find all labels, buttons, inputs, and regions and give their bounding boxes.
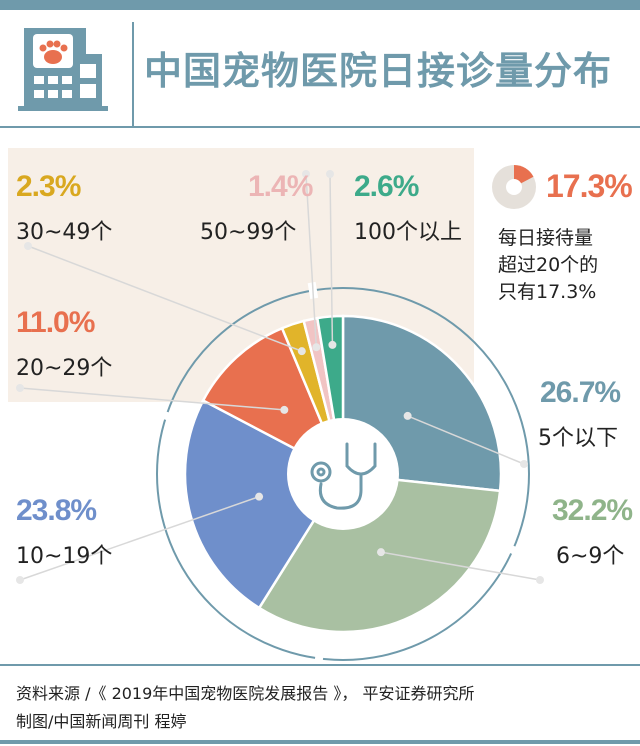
source-text: 资料来源 /《 2019年中国宠物医院发展报告 》， 平安证券研究所 (16, 684, 475, 703)
leader-end-dot (24, 242, 32, 250)
leader-line (19, 495, 260, 581)
footer: 资料来源 /《 2019年中国宠物医院发展报告 》， 平安证券研究所 制图/中国… (16, 680, 474, 736)
leader-end-dot (16, 576, 24, 584)
note-line-2: 超过20个的 (498, 254, 599, 276)
leader-line (380, 551, 541, 581)
pet-hospital-icon (18, 28, 108, 111)
leader-line (19, 387, 285, 411)
leader-end-dot (520, 460, 528, 468)
stethoscope-icon (310, 442, 377, 510)
highlight-note: 每日接待量 超过20个的 只有17.3% (498, 225, 598, 306)
label-50-99: 50~99个 (200, 220, 297, 245)
leader-dot (280, 405, 289, 414)
leader-end-dot (326, 170, 334, 178)
header-rule (0, 126, 640, 128)
leader-line (27, 245, 303, 352)
label-6-9: 6~9个 (556, 544, 625, 569)
note-line-1: 每日接待量 (498, 227, 594, 249)
leader-dot (376, 548, 385, 557)
label-pct-50-99: 1.4% (248, 170, 313, 203)
leader-line (305, 173, 318, 348)
outer-ring (156, 287, 530, 661)
label-pct-6-9: 32.2% (552, 494, 633, 527)
note-line-3: 只有17.3% (498, 281, 597, 303)
label-pct-30-49: 2.3% (16, 170, 81, 203)
ring-gap (503, 542, 522, 557)
label-under-5: 5个以下 (538, 426, 618, 451)
leader-line (407, 415, 525, 465)
label-pct-under-5: 26.7% (540, 376, 621, 409)
leader-dot (297, 347, 306, 356)
label-pct-100-plus: 2.6% (354, 170, 419, 203)
leader-end-dot (536, 576, 544, 584)
label-10-19: 10~19个 (16, 544, 113, 569)
leader-dot (255, 492, 264, 501)
pie-slice (183, 398, 345, 610)
highlight-donut-hole (506, 179, 522, 195)
leader-dot (312, 343, 321, 352)
footer-rule-bottom (0, 740, 640, 744)
donut-hole (287, 418, 399, 530)
leader-end-dot (16, 384, 24, 392)
leader-line (329, 173, 334, 345)
page-title: 中国宠物医院日接诊量分布 (144, 49, 613, 93)
label-30-49: 30~49个 (16, 220, 113, 245)
leader-end-dot (302, 170, 310, 178)
label-100-plus: 100个以上 (354, 220, 462, 245)
label-pct-20-29: 11.0% (16, 306, 95, 339)
leader-dot (328, 340, 337, 349)
top-bar (0, 0, 640, 10)
highlight-pct: 17.3% (546, 168, 633, 204)
label-pct-10-19: 23.8% (16, 494, 97, 527)
leader-dot (403, 411, 412, 420)
footer-rule-top (0, 664, 640, 666)
header-divider (132, 22, 134, 126)
ring-gap (314, 650, 325, 667)
ring-gap (157, 409, 176, 423)
credit-text: 制图/中国新闻周刊 程婷 (16, 712, 187, 731)
label-20-29: 20~29个 (16, 356, 113, 381)
header: 中国宠物医院日接诊量分布 (0, 10, 640, 128)
